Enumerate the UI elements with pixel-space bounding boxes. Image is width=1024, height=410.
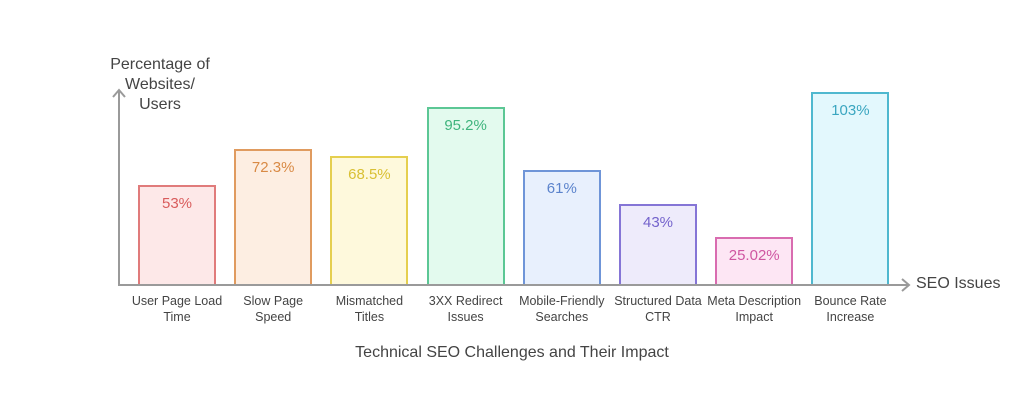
bar-value-label: 95.2% [444, 116, 487, 134]
bar: 103% [811, 92, 890, 284]
chart-title: Technical SEO Challenges and Their Impac… [355, 344, 669, 361]
category-label: Bounce Rate Increase [814, 294, 887, 324]
category-label: Mobile-Friendly Searches [519, 294, 605, 324]
bar: 68.5% [330, 156, 409, 284]
y-axis-arrow-icon [112, 88, 126, 98]
bar-value-label: 72.3% [251, 159, 295, 177]
y-axis-label-line2: Users [139, 96, 181, 113]
category-label: 3XX Redirect Issues [428, 294, 503, 324]
bar-value-label: 25.02% [728, 247, 780, 265]
x-axis-label: SEO Issues [916, 275, 1001, 292]
bar-value-label: 68.5% [348, 166, 391, 184]
bar-value-label: 103% [831, 102, 870, 119]
bar: 25.02% [715, 237, 794, 284]
category-label: Meta Description Impact [707, 294, 802, 324]
bar: 72.3% [234, 149, 313, 284]
bar-value-label: 61% [546, 180, 577, 198]
x-axis-arrow-icon [901, 278, 911, 292]
y-axis-label: Percentage of Websites/ Users [80, 55, 240, 115]
bar-value-label: 43% [642, 213, 674, 231]
bar: 95.2% [426, 106, 505, 284]
y-axis-label-line1: Percentage of Websites/ [110, 56, 210, 93]
bar: 53% [138, 185, 216, 284]
category-label: Structured Data CTR [614, 294, 702, 324]
bar-value-label: 53% [161, 195, 193, 213]
category-label: User Page Load Time [131, 294, 223, 324]
bar: 61% [522, 170, 601, 284]
category-label: Slow Page Speed [243, 294, 304, 324]
bar: 43% [619, 203, 697, 284]
category-label: Mismatched Titles [335, 294, 404, 324]
